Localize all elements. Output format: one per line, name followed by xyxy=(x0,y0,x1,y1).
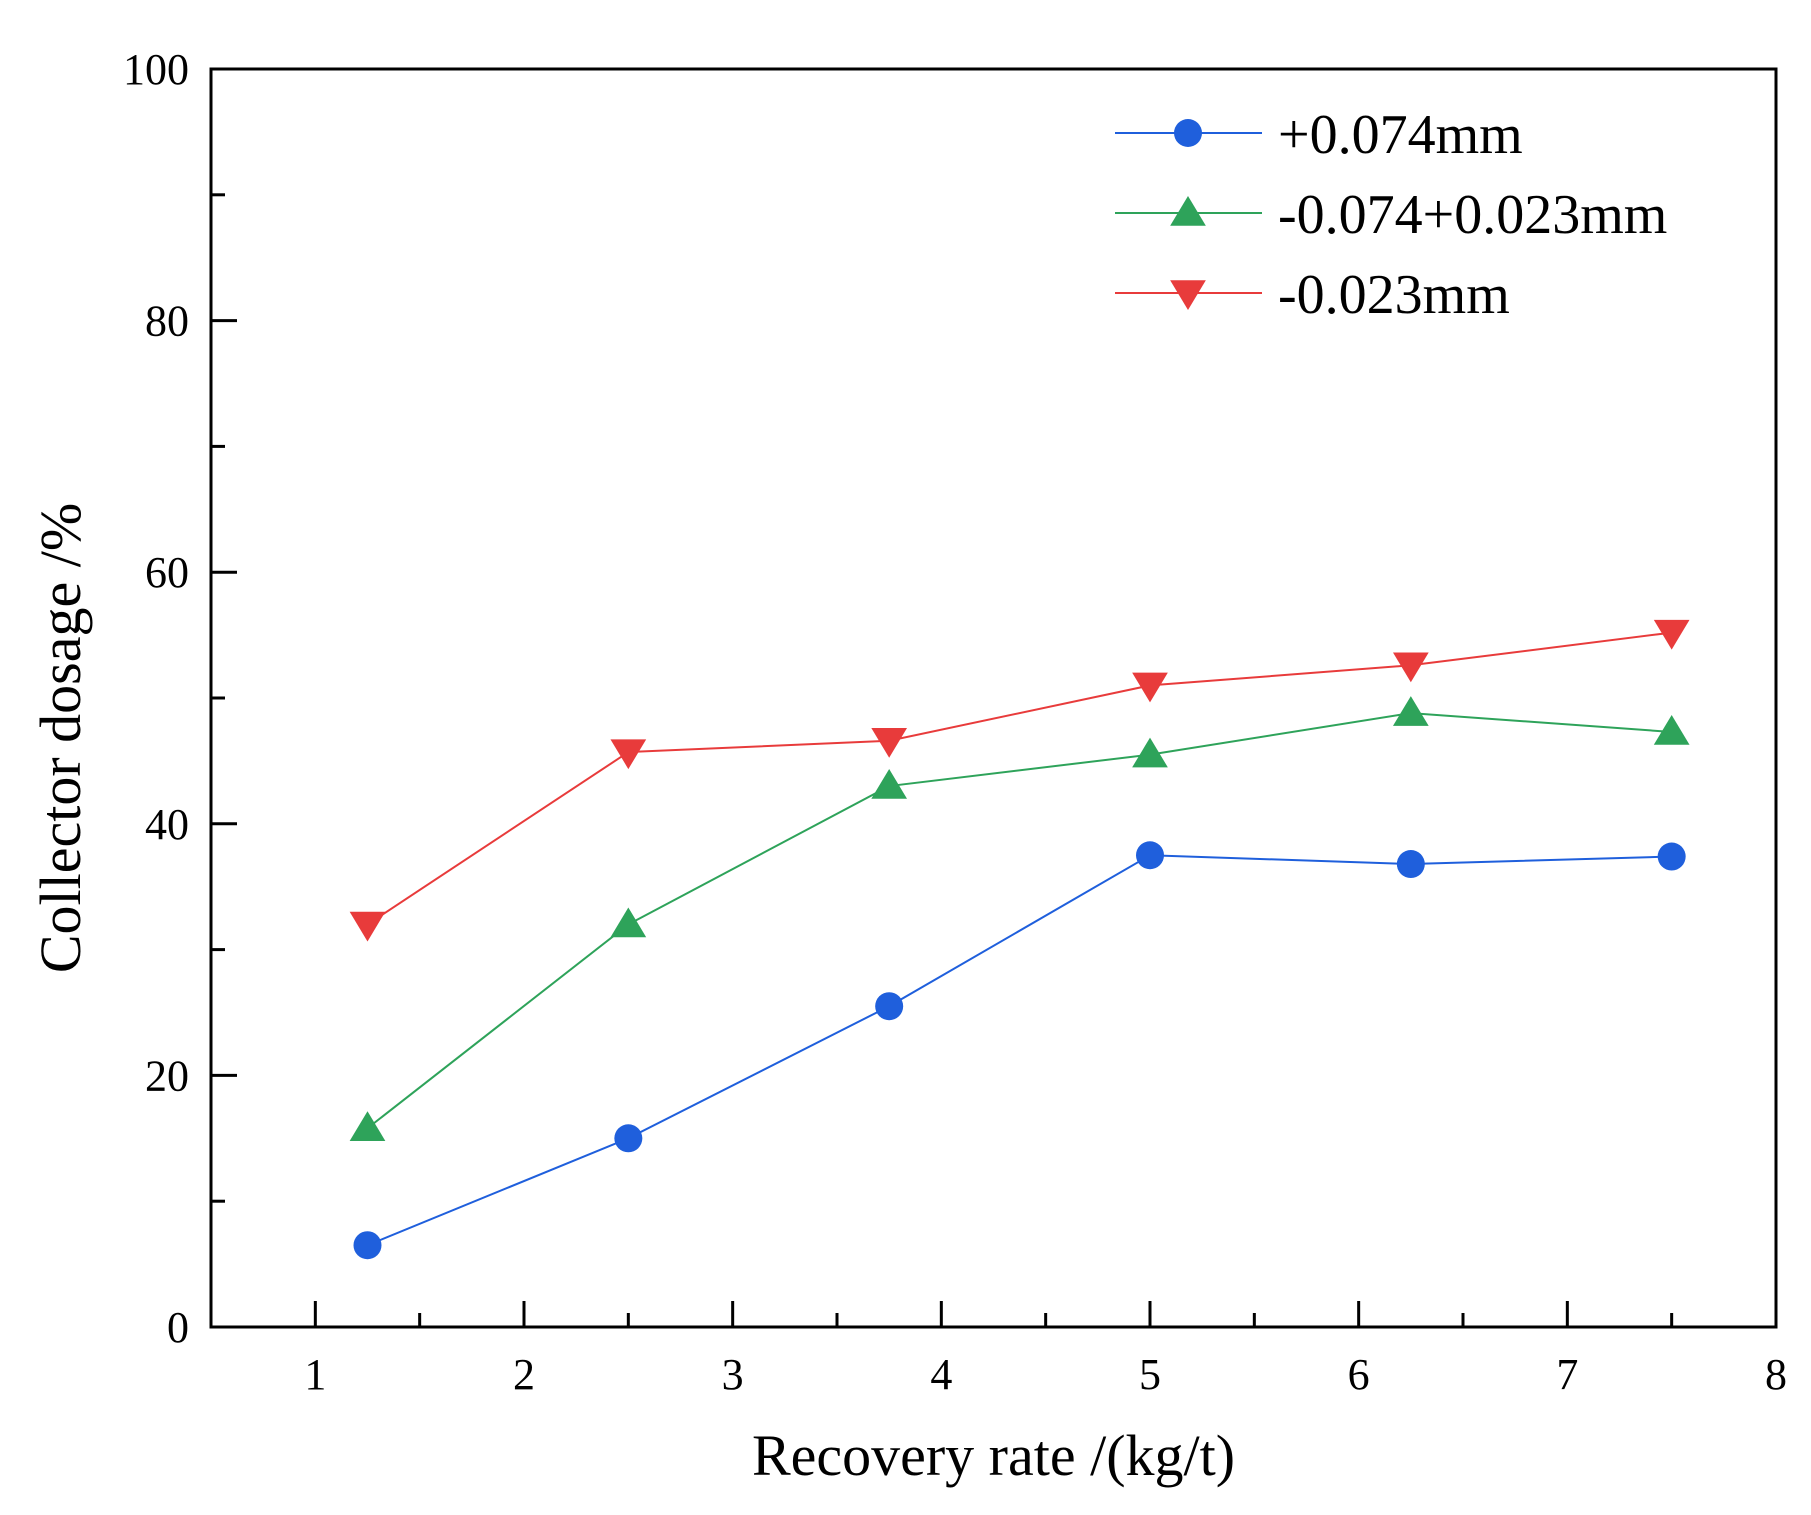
data-point xyxy=(1657,842,1686,871)
data-point xyxy=(871,769,908,799)
series-line xyxy=(367,854,1672,1247)
x-tick-label: 4 xyxy=(930,1350,952,1399)
x-tick-label: 3 xyxy=(722,1350,744,1399)
data-point xyxy=(1132,672,1168,703)
data-point xyxy=(1392,652,1429,683)
x-tick-label: 5 xyxy=(1139,1350,1161,1399)
data-point xyxy=(1136,841,1164,870)
series-layer xyxy=(349,619,1690,1260)
data-point xyxy=(610,907,647,938)
legend-label: +0.074mm xyxy=(1278,104,1523,166)
series-3 xyxy=(349,619,1690,942)
y-tick-label: 80 xyxy=(145,297,189,346)
data-point xyxy=(349,1111,386,1141)
legend: +0.074mm -0.074+0.023mm -0.023mm xyxy=(1115,104,1667,326)
data-point xyxy=(1653,714,1690,745)
series-line xyxy=(366,631,1672,926)
legend-marker xyxy=(1170,280,1206,310)
legend-label: -0.023mm xyxy=(1278,264,1510,326)
legend-entry-3: -0.023mm xyxy=(1115,264,1510,326)
data-point xyxy=(1396,850,1425,879)
y-tick-label: 0 xyxy=(167,1303,189,1352)
x-axis-title: Recovery rate /(kg/t) xyxy=(752,1423,1235,1488)
y-axis-title: Collector dosage /% xyxy=(28,503,93,973)
series-2 xyxy=(349,696,1690,1141)
x-tick-label: 8 xyxy=(1765,1350,1787,1399)
legend-marker xyxy=(1170,196,1206,226)
legend-entry-1: +0.074mm xyxy=(1115,104,1523,166)
data-point xyxy=(875,992,904,1021)
data-point xyxy=(1392,696,1429,726)
legend-marker xyxy=(1174,119,1202,147)
y-tick-label: 100 xyxy=(123,45,189,94)
x-tick-label: 1 xyxy=(304,1350,326,1399)
x-tick-label: 7 xyxy=(1556,1350,1578,1399)
data-point xyxy=(610,739,647,770)
plot-frame xyxy=(209,67,1778,1329)
legend-label: -0.074+0.023mm xyxy=(1278,184,1667,246)
data-point xyxy=(353,1231,382,1260)
legend-entry-2: -0.074+0.023mm xyxy=(1115,184,1667,246)
series-1 xyxy=(353,841,1686,1260)
y-tick-label: 20 xyxy=(145,1051,189,1100)
x-tick-label: 6 xyxy=(1348,1350,1370,1399)
data-point xyxy=(871,728,908,758)
y-tick-label: 40 xyxy=(145,800,189,849)
data-point xyxy=(1653,619,1690,650)
data-point xyxy=(614,1124,643,1153)
y-tick-label: 60 xyxy=(145,548,189,597)
data-point xyxy=(349,911,386,942)
data-point xyxy=(1132,737,1168,768)
series-line xyxy=(366,712,1672,1130)
x-tick-label: 2 xyxy=(513,1350,535,1399)
